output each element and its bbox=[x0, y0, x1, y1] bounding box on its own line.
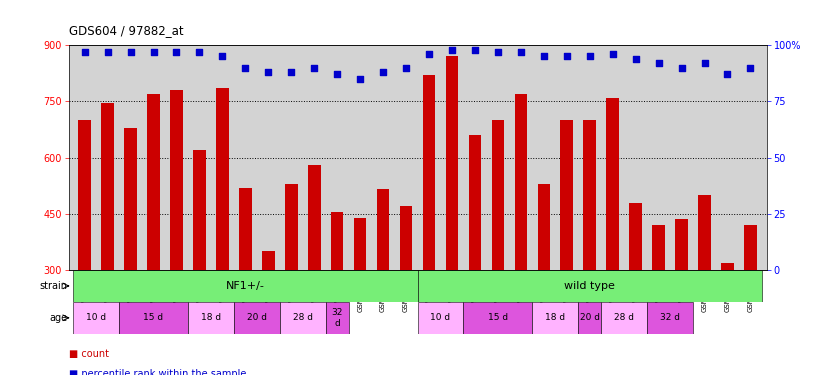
Point bbox=[101, 49, 114, 55]
Point bbox=[377, 69, 390, 75]
Point bbox=[744, 64, 757, 70]
Text: GDS604 / 97882_at: GDS604 / 97882_at bbox=[69, 24, 183, 38]
Bar bbox=[170, 90, 183, 270]
Bar bbox=[744, 225, 757, 270]
Bar bbox=[74, 270, 418, 302]
Bar bbox=[491, 120, 504, 270]
Bar bbox=[325, 302, 349, 334]
Point bbox=[583, 53, 596, 59]
Bar bbox=[583, 120, 596, 270]
Text: 32
d: 32 d bbox=[331, 308, 343, 327]
Point bbox=[560, 53, 573, 59]
Point bbox=[629, 56, 643, 62]
Text: 10 d: 10 d bbox=[430, 314, 450, 322]
Bar bbox=[601, 302, 647, 334]
Point bbox=[170, 49, 183, 55]
Bar bbox=[676, 219, 688, 270]
Bar bbox=[515, 94, 527, 270]
Text: 18 d: 18 d bbox=[201, 314, 221, 322]
Text: 18 d: 18 d bbox=[545, 314, 565, 322]
Bar bbox=[354, 217, 367, 270]
Bar bbox=[124, 128, 137, 270]
Text: 15 d: 15 d bbox=[144, 314, 164, 322]
Bar bbox=[418, 302, 463, 334]
Bar bbox=[74, 302, 119, 334]
Point bbox=[307, 64, 320, 70]
Bar bbox=[262, 251, 274, 270]
Bar bbox=[418, 270, 762, 302]
Point bbox=[192, 49, 206, 55]
Point bbox=[721, 71, 734, 77]
Point bbox=[491, 49, 505, 55]
Text: 20 d: 20 d bbox=[580, 314, 600, 322]
Bar bbox=[234, 302, 280, 334]
Bar bbox=[653, 225, 665, 270]
Point bbox=[285, 69, 298, 75]
Point bbox=[262, 69, 275, 75]
Point bbox=[124, 49, 137, 55]
Point bbox=[216, 53, 229, 59]
Text: 10 d: 10 d bbox=[86, 314, 107, 322]
Point bbox=[445, 46, 458, 53]
Text: ■ count: ■ count bbox=[69, 349, 108, 359]
Text: age: age bbox=[50, 313, 68, 323]
Bar bbox=[446, 56, 458, 270]
Point bbox=[537, 53, 550, 59]
Bar bbox=[216, 88, 229, 270]
Point bbox=[675, 64, 688, 70]
Bar bbox=[377, 189, 389, 270]
Text: 32 d: 32 d bbox=[660, 314, 680, 322]
Text: 28 d: 28 d bbox=[292, 314, 313, 322]
Bar bbox=[647, 302, 693, 334]
Bar bbox=[400, 206, 412, 270]
Bar bbox=[285, 184, 297, 270]
Bar bbox=[147, 94, 159, 270]
Bar bbox=[119, 302, 188, 334]
Bar bbox=[280, 302, 325, 334]
Bar bbox=[188, 302, 234, 334]
Bar bbox=[78, 120, 91, 270]
Point bbox=[606, 51, 620, 57]
Bar bbox=[578, 302, 601, 334]
Bar bbox=[193, 150, 206, 270]
Bar bbox=[629, 202, 642, 270]
Text: strain: strain bbox=[40, 281, 68, 291]
Bar bbox=[538, 184, 550, 270]
Text: ■ percentile rank within the sample: ■ percentile rank within the sample bbox=[69, 369, 246, 375]
Point bbox=[147, 49, 160, 55]
Point bbox=[78, 49, 91, 55]
Bar bbox=[463, 302, 532, 334]
Bar bbox=[331, 212, 344, 270]
Point bbox=[515, 49, 528, 55]
Point bbox=[239, 64, 252, 70]
Bar bbox=[606, 98, 619, 270]
Bar bbox=[102, 103, 114, 270]
Text: NF1+/-: NF1+/- bbox=[225, 281, 265, 291]
Bar bbox=[532, 302, 578, 334]
Point bbox=[330, 71, 344, 77]
Point bbox=[422, 51, 435, 57]
Text: wild type: wild type bbox=[564, 281, 615, 291]
Text: 28 d: 28 d bbox=[615, 314, 634, 322]
Point bbox=[400, 64, 413, 70]
Point bbox=[652, 60, 665, 66]
Point bbox=[698, 60, 711, 66]
Point bbox=[468, 46, 482, 53]
Bar bbox=[561, 120, 573, 270]
Text: 20 d: 20 d bbox=[247, 314, 267, 322]
Text: 15 d: 15 d bbox=[488, 314, 508, 322]
Bar bbox=[239, 188, 252, 270]
Bar bbox=[468, 135, 482, 270]
Point bbox=[354, 76, 367, 82]
Bar bbox=[308, 165, 320, 270]
Bar bbox=[423, 75, 435, 270]
Bar bbox=[698, 195, 711, 270]
Bar bbox=[721, 262, 733, 270]
